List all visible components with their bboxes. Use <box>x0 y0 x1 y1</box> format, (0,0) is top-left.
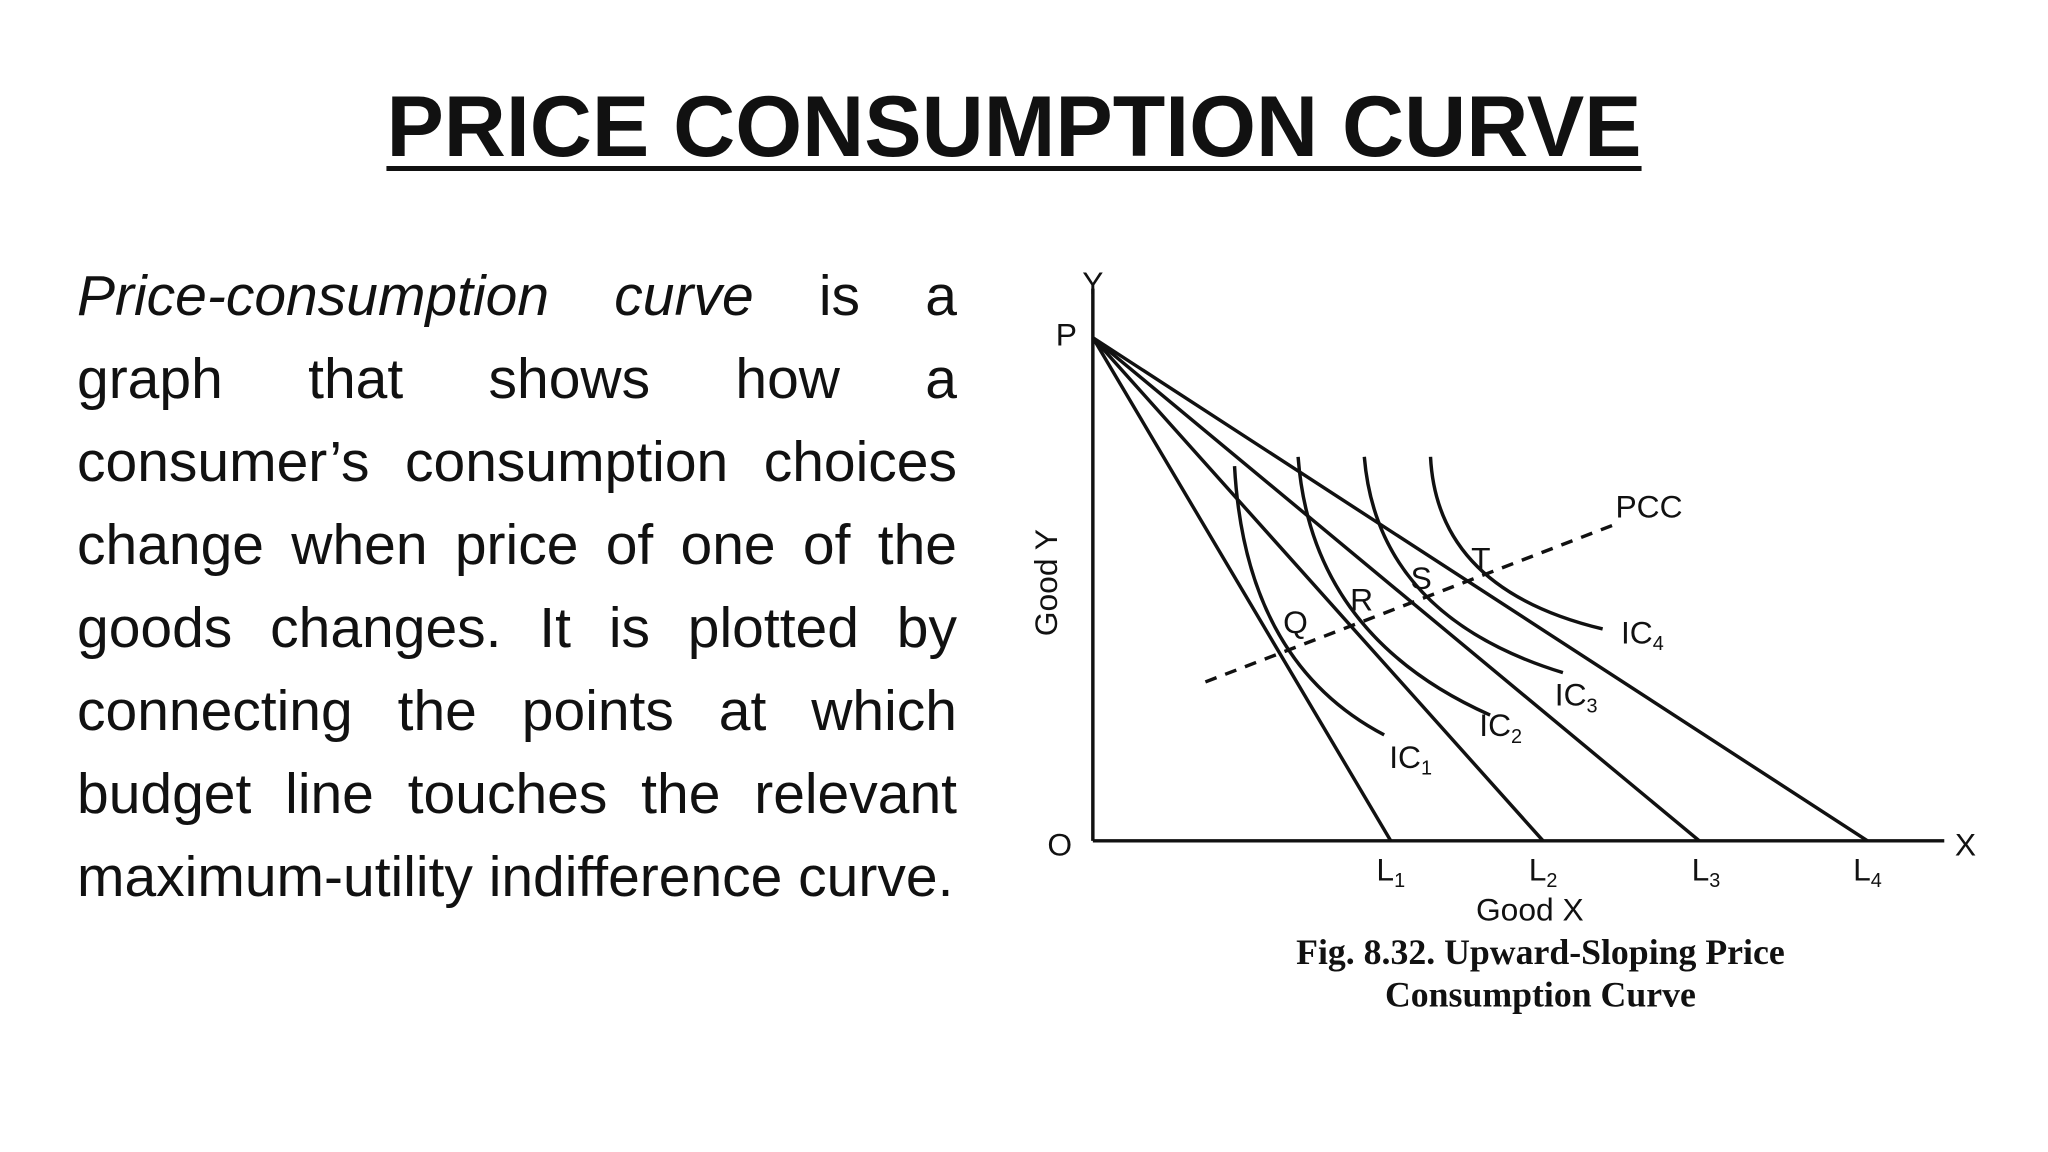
pcc-label: PCC <box>1615 489 1682 525</box>
subscript: 3 <box>1709 870 1720 892</box>
label: IC <box>1555 677 1587 713</box>
indifference-curve <box>1362 456 1564 675</box>
point-label: Q <box>1283 604 1308 640</box>
indifference-curve <box>1232 466 1385 737</box>
pcc-line <box>1204 521 1620 684</box>
subscript: 4 <box>1653 633 1664 655</box>
indifference-curve <box>1296 456 1491 717</box>
curve-label: IC2 <box>1479 707 1522 748</box>
budget-label: L1 <box>1376 852 1405 893</box>
label: L <box>1853 852 1871 888</box>
y-title: Good Y <box>1028 529 1064 636</box>
body-text: is a graph that shows how a consumer’s c… <box>77 264 957 909</box>
budget-label: L4 <box>1853 852 1882 893</box>
caption: Fig. 8.32. Upward-Sloping Price <box>1296 932 1785 972</box>
label: IC <box>1389 739 1421 775</box>
curve-label: IC1 <box>1389 739 1432 780</box>
label: L <box>1376 852 1394 888</box>
budget-line <box>1091 336 1393 842</box>
subscript: 4 <box>1871 870 1882 892</box>
subscript: 2 <box>1546 870 1557 892</box>
x-axis-label: X <box>1955 826 1976 862</box>
origin-label: O <box>1047 826 1072 862</box>
paragraph: Price-consumption curve is a graph that … <box>77 255 957 919</box>
budget-label: L2 <box>1529 852 1558 893</box>
point-label: R <box>1350 581 1373 617</box>
subscript: 3 <box>1587 695 1598 717</box>
point-label: P <box>1056 317 1077 353</box>
curve-label: IC4 <box>1621 615 1664 656</box>
curve-label: IC3 <box>1555 677 1598 718</box>
budget-line <box>1091 336 1701 843</box>
subscript: 1 <box>1394 870 1405 892</box>
indifference-curve <box>1428 456 1604 631</box>
label: L <box>1692 852 1710 888</box>
y-axis-label: Y <box>1082 265 1103 301</box>
subscript: 2 <box>1511 726 1522 748</box>
slide-title: PRICE CONSUMPTION CURVE <box>386 79 1642 175</box>
label: IC <box>1479 707 1511 743</box>
label: IC <box>1621 615 1653 651</box>
budget-label: L3 <box>1692 852 1721 893</box>
caption: Consumption Curve <box>1385 974 1696 1014</box>
term: Price-consumption curve <box>77 264 754 328</box>
subscript: 1 <box>1421 758 1432 780</box>
budget-line <box>1091 336 1869 843</box>
point-label: T <box>1471 540 1490 576</box>
label: L <box>1529 852 1547 888</box>
budget-line <box>1091 336 1545 842</box>
x-title: Good X <box>1476 891 1584 927</box>
point-label: S <box>1411 560 1432 596</box>
